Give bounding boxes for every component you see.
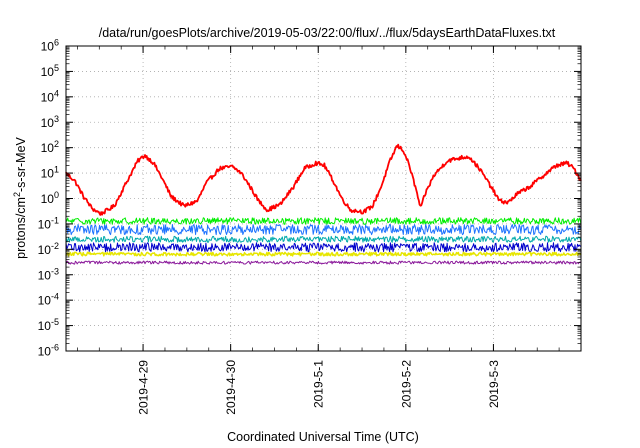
- grid-lines: [66, 46, 581, 351]
- series-line: [65, 143, 582, 216]
- series-line: [65, 260, 582, 265]
- y-tick-label: 104: [41, 88, 59, 104]
- y-tick-label: 10-1: [38, 215, 59, 231]
- series-line: [65, 235, 582, 243]
- series-line: [65, 217, 582, 225]
- x-tick-label: 2019-4-30: [224, 360, 238, 415]
- series-line: [65, 251, 582, 257]
- ticks: [66, 45, 581, 352]
- x-tick-label: 2019-5-3: [487, 360, 501, 408]
- y-tick-label: 10-5: [38, 317, 59, 333]
- chart-title: /data/run/goesPlots/archive/2019-05-03/2…: [99, 26, 556, 40]
- y-tick-label: 10-2: [38, 241, 59, 257]
- series-group: [65, 143, 582, 265]
- y-axis-label-prefix: protons/cm: [14, 197, 28, 259]
- y-axis-label: protons/cm2-s-sr-MeV: [12, 136, 28, 258]
- y-tick-label: 101: [41, 165, 59, 181]
- y-tick-label: 10-4: [38, 292, 59, 308]
- y-tick-label: 10-6: [38, 343, 59, 359]
- y-tick-labels: 106 105 104 103 102 101 100 10-1 10-2 10-3 10-4 10-…: [38, 38, 59, 359]
- series-line: [65, 224, 582, 236]
- x-axis-label: Coordinated Universal Time (UTC): [227, 430, 419, 444]
- series-line: [65, 242, 582, 253]
- x-tick-label: 2019-5-1: [312, 360, 326, 408]
- y-tick-label: 10-3: [38, 266, 59, 282]
- y-tick-label: 103: [41, 114, 59, 130]
- y-tick-label: 102: [41, 139, 59, 155]
- y-axis-label-sup: 2: [12, 192, 22, 197]
- y-tick-label: 100: [41, 190, 59, 206]
- x-tick-label: 2019-5-2: [399, 360, 413, 408]
- x-tick-labels: 2019-4-29 2019-4-30 2019-5-1 2019-5-2 2019-5…: [137, 360, 501, 415]
- y-tick-label: 105: [41, 63, 59, 79]
- y-tick-label: 106: [41, 38, 59, 54]
- x-tick-label: 2019-4-29: [137, 360, 151, 415]
- y-axis-label-suffix: -s-sr-MeV: [14, 136, 28, 192]
